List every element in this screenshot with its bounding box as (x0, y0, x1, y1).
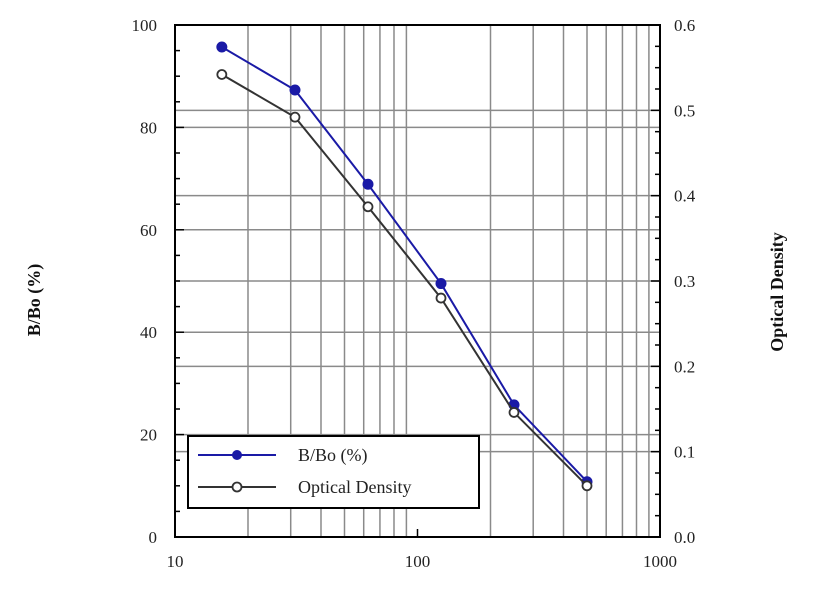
y-tick-label: 20 (140, 426, 157, 445)
legend-marker-1 (232, 450, 242, 460)
series-point-1 (289, 84, 301, 96)
series-line-2 (221, 73, 588, 487)
series-point-2 (216, 69, 228, 80)
legend-label-2: Optical Density (298, 477, 411, 497)
legend-marker-2 (231, 481, 243, 493)
y2-tick-label: 0.2 (674, 357, 695, 376)
x-tick-label: 100 (405, 552, 431, 571)
y-tick-label: 60 (140, 221, 157, 240)
y-tick-label: 0 (149, 528, 158, 547)
series-point-1 (216, 41, 228, 53)
y2-tick-label: 0.4 (674, 187, 696, 206)
y-axis-label: B/Bo (%) (24, 264, 45, 337)
legend: B/Bo (%) Optical Density (187, 435, 480, 509)
y2-tick-label: 0.5 (674, 101, 695, 120)
y2-tick-label: 0.6 (674, 16, 695, 35)
series-point-2 (581, 480, 593, 492)
x-tick-label: 1000 (643, 552, 677, 571)
y-tick-label: 80 (140, 118, 157, 137)
series-point-1 (362, 178, 374, 190)
series-line-1 (221, 46, 588, 483)
series-point-2 (289, 111, 301, 123)
y-tick-label: 100 (132, 16, 158, 35)
series-point-1 (435, 278, 447, 290)
series-point-2 (508, 407, 520, 418)
y2-tick-label: 0.3 (674, 272, 695, 291)
series-layer (216, 41, 593, 492)
series-point-2 (435, 292, 447, 304)
x-tick-label: 10 (167, 552, 184, 571)
y-tick-label: 40 (140, 323, 157, 342)
legend-box (187, 435, 480, 509)
axis-ticks: 10 100 1000 0 20 40 60 80 100 0.0 0.1 0.2 0.3 0.4 0.5 0… (132, 16, 696, 571)
y2-tick-label: 0.1 (674, 443, 695, 462)
y2-tick-label: 0.0 (674, 528, 695, 547)
legend-label-1: B/Bo (%) (298, 445, 368, 466)
series-point-2 (362, 201, 374, 213)
y2-axis-label: Optical Density (767, 232, 787, 352)
